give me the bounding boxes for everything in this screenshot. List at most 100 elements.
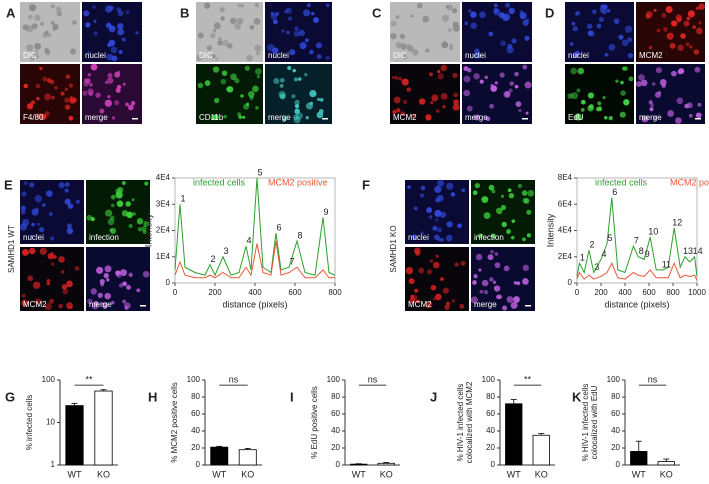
y-tick-label: 100 <box>327 375 341 384</box>
cell <box>60 91 65 96</box>
cell <box>686 16 691 21</box>
cell <box>506 229 511 234</box>
cell <box>470 11 477 19</box>
cell <box>576 88 581 93</box>
cell <box>504 91 511 98</box>
cell <box>221 39 229 47</box>
cell <box>66 227 74 235</box>
tile-label: merge <box>465 113 488 122</box>
cell <box>21 191 27 197</box>
cell <box>440 237 444 242</box>
cell <box>118 283 124 288</box>
cell <box>439 211 447 218</box>
cell <box>272 19 278 25</box>
x-tick-label: 1000 <box>688 288 706 297</box>
cell <box>256 51 261 56</box>
x-tick-label: 0 <box>173 288 178 297</box>
tile-label: merge <box>639 113 662 122</box>
y-tick-label: 2E4 <box>156 226 171 235</box>
cell <box>460 260 466 266</box>
cell <box>457 223 462 229</box>
cell <box>31 248 35 252</box>
y-axis-label: colocalized with MCM2 <box>465 381 474 463</box>
cell <box>466 67 472 73</box>
cell <box>105 209 113 217</box>
cell <box>206 45 213 51</box>
cell <box>513 281 518 285</box>
cell <box>521 190 528 196</box>
cell <box>293 30 300 37</box>
cell <box>516 281 521 286</box>
cell <box>498 12 505 19</box>
cell <box>508 7 515 15</box>
cell <box>312 17 319 24</box>
cell <box>304 73 308 77</box>
peak-label: 6 <box>612 187 617 197</box>
y-tick-label: 100 <box>482 375 496 384</box>
cell <box>213 22 221 30</box>
cell <box>24 181 28 185</box>
cell <box>648 100 653 105</box>
cell <box>315 42 322 49</box>
trace <box>174 177 336 277</box>
cell <box>229 17 237 25</box>
tile-label: infection <box>474 233 504 242</box>
cell <box>470 296 479 304</box>
cell <box>435 218 439 222</box>
cell <box>685 42 690 47</box>
legend-entry: MCM2 positive <box>670 177 709 187</box>
cell <box>436 194 444 202</box>
cell <box>654 91 662 98</box>
cell <box>440 277 444 281</box>
bar <box>210 446 229 466</box>
cell <box>49 212 53 216</box>
cell <box>33 50 39 56</box>
cell <box>511 38 517 44</box>
cell <box>101 302 108 309</box>
peak-label: 8 <box>639 246 644 256</box>
y-tick-label: 60 <box>331 409 340 418</box>
cell <box>526 209 532 215</box>
cell <box>492 280 497 284</box>
cell <box>473 114 481 121</box>
cell <box>31 222 35 227</box>
cell <box>485 116 491 122</box>
cell <box>305 102 313 110</box>
cell <box>69 48 77 55</box>
cell <box>450 192 456 197</box>
y-tick-label: 40 <box>611 426 620 435</box>
scale-bar <box>322 118 328 120</box>
cell <box>522 64 528 70</box>
significance-label: ns <box>229 374 239 384</box>
cell <box>215 57 219 61</box>
cell <box>34 195 43 203</box>
scale-bar <box>695 118 701 120</box>
cell <box>500 40 506 47</box>
cell <box>420 231 424 235</box>
y-tick-label: 0 <box>616 460 621 469</box>
cell <box>688 113 693 118</box>
cell <box>137 227 143 232</box>
x-tick-label: 400 <box>618 288 632 297</box>
cell <box>675 117 682 124</box>
cell <box>425 114 432 121</box>
cell <box>92 5 96 9</box>
panel-label: A <box>6 5 16 20</box>
cell <box>694 66 701 73</box>
cell <box>107 218 115 226</box>
cell <box>435 293 442 301</box>
cell <box>580 108 585 112</box>
cell <box>83 10 90 17</box>
cell <box>209 32 216 39</box>
cell <box>108 25 116 33</box>
cell <box>488 31 494 37</box>
cell <box>620 80 624 85</box>
tile-label: merge <box>85 113 108 122</box>
cell <box>141 226 147 232</box>
cell <box>97 292 103 298</box>
cell <box>395 41 402 49</box>
tile-label: infection <box>89 233 119 242</box>
cell <box>621 39 629 47</box>
cell <box>309 49 314 55</box>
cell <box>653 115 658 120</box>
